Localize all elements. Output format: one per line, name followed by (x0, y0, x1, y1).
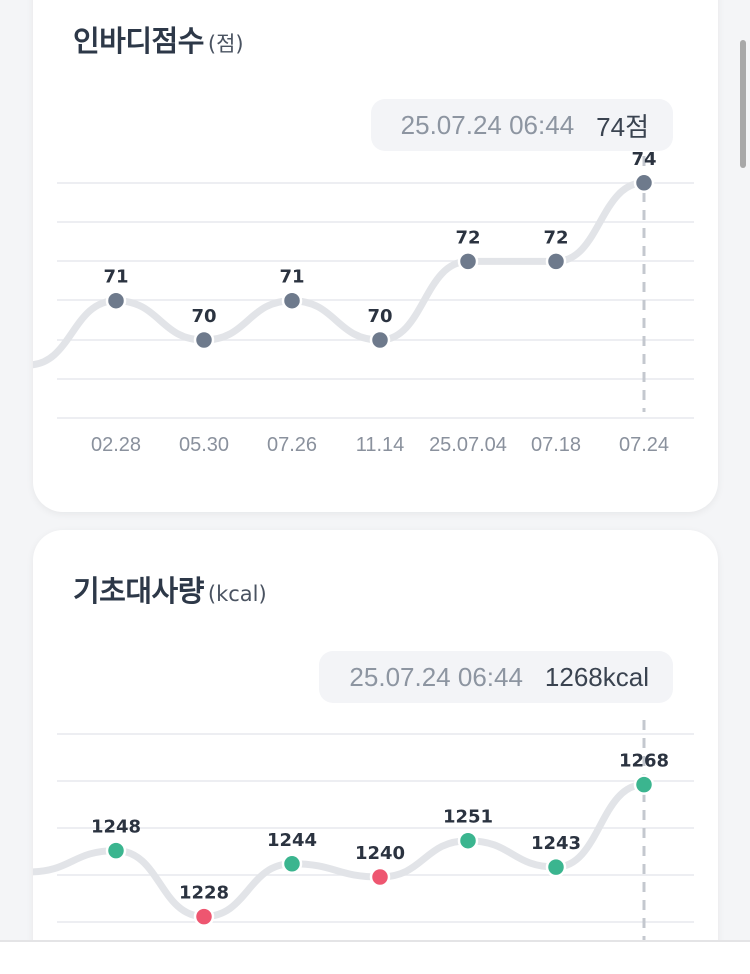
data-point (457, 251, 479, 272)
x-tick-label: 25.07.04 (429, 434, 507, 456)
title-unit: (점) (207, 32, 244, 56)
data-point (545, 251, 567, 272)
tooltip-value: 74점 (596, 111, 649, 142)
data-point (105, 840, 127, 861)
data-label: 72 (543, 227, 568, 248)
x-tick-label: 07.24 (619, 434, 669, 456)
data-point (369, 866, 391, 888)
x-tick-label: 11.14 (356, 434, 405, 456)
data-point (457, 830, 479, 851)
inbody-score-chart[interactable]: 71 70 71 70 72 72 74 9 02.28 05.30 07.26 11.14 25.07… (33, 0, 718, 512)
data-label: 1244 (267, 830, 317, 851)
data-label: 71 (103, 267, 128, 288)
x-tick-label: 05.30 (179, 434, 229, 456)
data-point (281, 290, 303, 311)
scrollbar[interactable] (740, 40, 746, 168)
tooltip-time: 25.07.24 06:44 (349, 661, 523, 692)
data-point (369, 329, 391, 351)
data-label: 74 (631, 149, 656, 170)
x-tick-label: 07.26 (267, 434, 317, 456)
x-tick-label: 02.28 (91, 434, 141, 456)
data-label: 72 (455, 227, 480, 248)
inbody-score-card: 인바디점수(점) 71 70 71 70 72 72 74 9 02.28 05.30 07.26 1… (33, 0, 718, 512)
data-label: 70 (367, 306, 392, 327)
card-title: 인바디점수 (점) (73, 24, 244, 58)
data-point (633, 172, 655, 194)
title-unit: (kcal) (207, 582, 267, 606)
data-label: 1243 (531, 833, 581, 854)
data-label: 71 (279, 267, 304, 288)
x-tick-label: 9 (33, 434, 34, 456)
data-label: 1240 (355, 843, 405, 864)
data-point (281, 853, 303, 875)
x-tick-label: 07.18 (531, 434, 581, 456)
bottom-bar (0, 942, 750, 974)
data-point (193, 329, 215, 351)
data-point (545, 856, 567, 878)
tooltip-value: 1268kcal (544, 661, 649, 692)
chart-tooltip: 25.07.24 06:44 1268kcal (319, 651, 673, 703)
data-label: 1228 (179, 883, 229, 904)
bmr-chart[interactable]: 1248 1228 1244 1240 1251 1243 1268 (33, 530, 718, 974)
data-point (193, 906, 215, 927)
bmr-card: 기초대사량 (kcal) 1248 1228 1244 1240 1251 1243 1268… (33, 530, 718, 974)
data-label: 70 (191, 306, 216, 327)
data-label: 1248 (91, 817, 141, 838)
data-point (633, 774, 655, 795)
data-point (105, 290, 127, 311)
bottom-divider (0, 940, 750, 942)
data-label: 1268 (619, 751, 669, 772)
tooltip-time: 25.07.24 06:44 (400, 109, 575, 140)
card-title: 기초대사량 (kcal) (73, 574, 267, 608)
data-label: 1251 (443, 807, 493, 828)
chart-tooltip: 25.07.24 06:44 74점 (370, 99, 673, 151)
